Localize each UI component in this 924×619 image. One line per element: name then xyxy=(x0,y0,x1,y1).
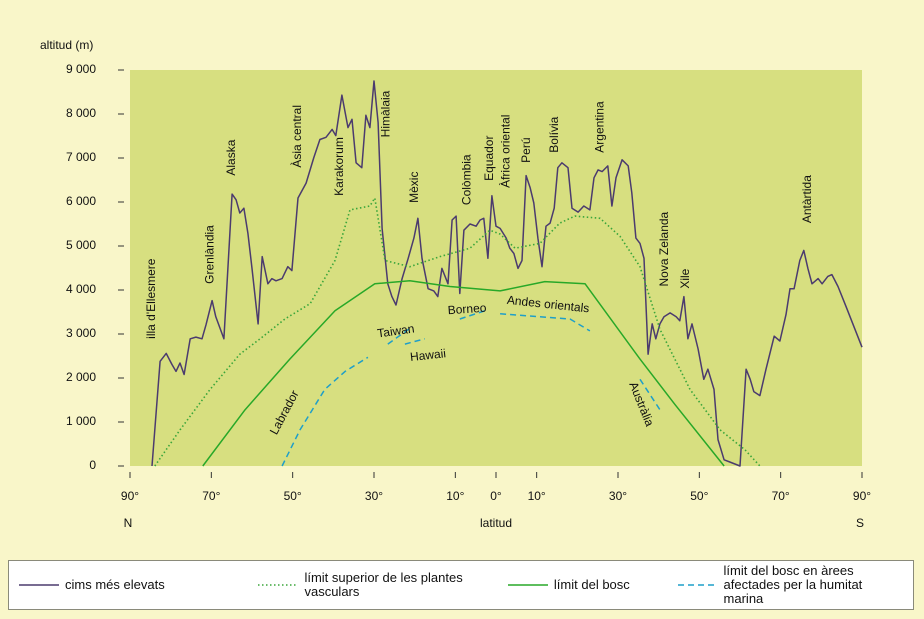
y-tick-label: 0 xyxy=(89,458,96,472)
x-direction-label: N xyxy=(124,516,133,530)
chart: altitud (m) latitud N S 0 1 000 2 000 3 000… xyxy=(40,38,871,530)
annotation: Xile xyxy=(678,268,692,288)
legend-entry: límit superior de les plantes vasculars xyxy=(248,561,497,609)
annotation: Mèxic xyxy=(407,172,421,203)
y-axis-label: altitud (m) xyxy=(40,38,93,52)
legend-swatch xyxy=(19,584,59,586)
legend-entry: límit del bosc en àrees afectades per la… xyxy=(668,561,913,609)
annotation: Hawaii xyxy=(409,346,446,364)
annotation: Àsia central xyxy=(289,105,304,168)
legend-swatch xyxy=(677,584,718,586)
x-axis-label: latitud xyxy=(480,516,512,530)
y-tick-label: 3 000 xyxy=(66,326,96,340)
legend-label: límit del bosc xyxy=(553,577,630,592)
series-line xyxy=(151,80,863,467)
legend-swatch xyxy=(507,584,548,586)
y-tick-label: 6 000 xyxy=(66,194,96,208)
legend-swatch xyxy=(258,584,299,586)
y-tick-label: 2 000 xyxy=(66,370,96,384)
annotation: Bolívia xyxy=(547,116,561,152)
legend-label: cims més elevats xyxy=(65,577,165,592)
x-tick-label: 90° xyxy=(853,489,871,503)
x-tick-label: 90° xyxy=(121,489,139,503)
annotation: Grenlàndia xyxy=(202,225,216,284)
annotation: Nova Zelanda xyxy=(657,211,671,286)
legend-entry: límit del bosc xyxy=(498,561,668,609)
x-tick-label: 70° xyxy=(202,489,220,503)
annotation: Borneo xyxy=(447,301,487,318)
y-tick-label: 9 000 xyxy=(66,62,96,76)
annotation: Alaska xyxy=(224,139,238,175)
annotation: Àfrica oriental xyxy=(497,115,512,188)
legend-label: límit del bosc en àrees afectades per la… xyxy=(723,563,863,606)
y-tick-label: 4 000 xyxy=(66,282,96,296)
y-tick-label: 1 000 xyxy=(66,414,96,428)
annotation: Equador xyxy=(482,136,496,181)
annotation: illa d'Ellesmere xyxy=(144,258,158,339)
annotation: Karakorum xyxy=(332,137,346,196)
x-tick-label: 50° xyxy=(690,489,708,503)
annotation: Colòmbia xyxy=(459,154,473,205)
x-tick-label: 30° xyxy=(609,489,627,503)
x-tick-label: 0° xyxy=(490,489,502,503)
y-tick-label: 5 000 xyxy=(66,238,96,252)
annotation: Antàrtida xyxy=(800,175,814,223)
series-line xyxy=(281,309,661,467)
annotation: Taiwan xyxy=(376,321,415,340)
series-line xyxy=(202,280,725,467)
x-tick-label: 70° xyxy=(772,489,790,503)
x-tick-label: 50° xyxy=(284,489,302,503)
plot-area xyxy=(130,70,862,466)
x-direction-label: S xyxy=(856,516,864,530)
y-tick-label: 7 000 xyxy=(66,150,96,164)
x-tick-label: 10° xyxy=(528,489,546,503)
y-tick-label: 8 000 xyxy=(66,106,96,120)
legend: cims més elevats límit superior de les pl… xyxy=(8,560,914,610)
annotation: Argentina xyxy=(592,101,606,153)
annotation: Himàlaia xyxy=(378,90,392,137)
x-tick-label: 10° xyxy=(446,489,464,503)
legend-label: límit superior de les plantes vasculars xyxy=(304,570,463,599)
legend-entry: cims més elevats xyxy=(9,561,248,609)
annotation: Perú xyxy=(519,137,533,162)
x-tick-label: 30° xyxy=(365,489,383,503)
